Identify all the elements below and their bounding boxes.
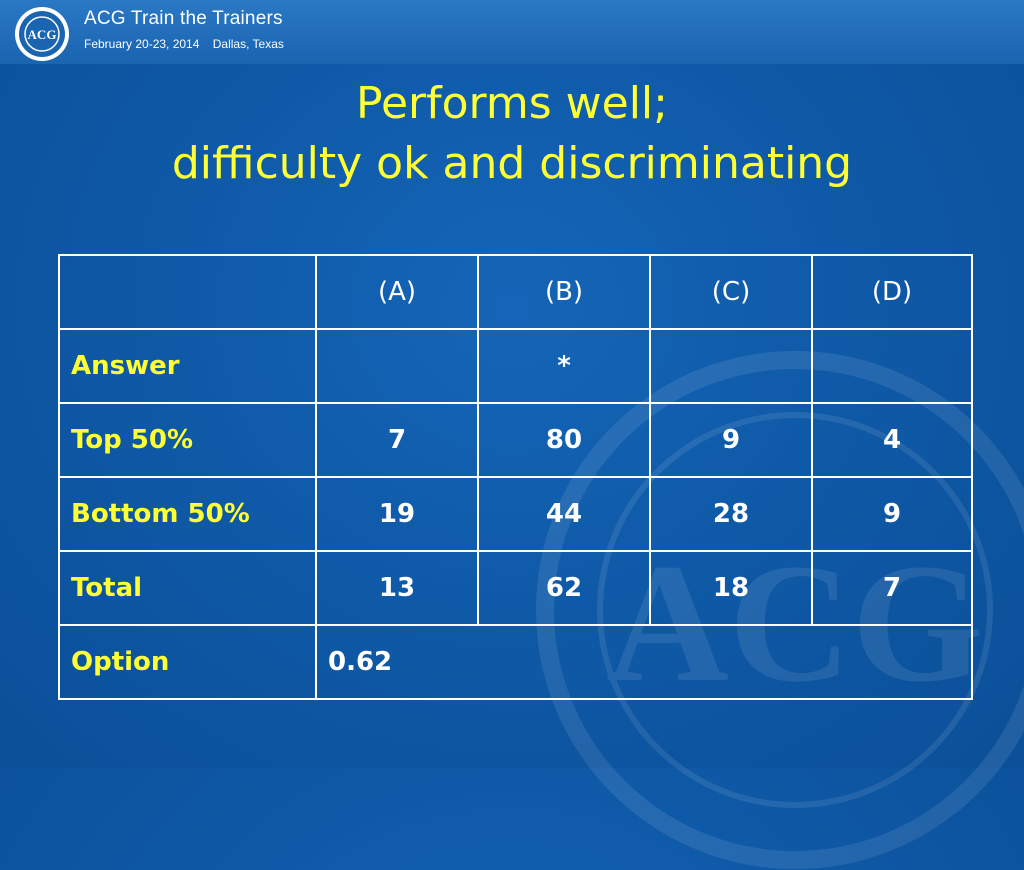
table-cell: 44 — [477, 476, 651, 552]
table-cell: 9 — [649, 402, 813, 478]
row-label: Top 50% — [58, 402, 317, 478]
table-cell: 7 — [315, 402, 479, 478]
conference-title: ACG Train the Trainers — [84, 8, 283, 29]
table-cell — [649, 328, 813, 404]
table-cell: 4 — [811, 402, 973, 478]
header-cell-a: (A) — [315, 254, 479, 330]
row-label: Total — [58, 550, 317, 626]
table-cell: 9 — [811, 476, 973, 552]
slide-title-line-1: Performs well; — [356, 78, 668, 129]
table-cell — [315, 328, 479, 404]
row-label: Bottom 50% — [58, 476, 317, 552]
table-row-answer: Answer * — [58, 328, 973, 404]
conference-location: Dallas, Texas — [212, 37, 284, 51]
row-label: Answer — [58, 328, 317, 404]
header-cell-empty — [58, 254, 317, 330]
header-cell-c: (C) — [649, 254, 813, 330]
item-analysis-table: (A) (B) (C) (D) Answer * Top 50% 7 80 9 … — [58, 254, 973, 700]
table-row-top-50: Top 50% 7 80 9 4 — [58, 402, 973, 478]
table-cell: 19 — [315, 476, 479, 552]
header-cell-b: (B) — [477, 254, 651, 330]
svg-text:ACG: ACG — [28, 27, 57, 42]
table-header-row: (A) (B) (C) (D) — [58, 254, 973, 330]
table-row-total: Total 13 62 18 7 — [58, 550, 973, 626]
conference-date: February 20-23, 2014 — [84, 37, 200, 51]
conference-details: February 20-23, 2014 Dallas, Texas — [84, 37, 284, 51]
header-cell-d: (D) — [811, 254, 973, 330]
table-cell: 18 — [649, 550, 813, 626]
table-cell: 7 — [811, 550, 973, 626]
table-cell — [811, 328, 973, 404]
table-cell: 13 — [315, 550, 479, 626]
table-cell: 28 — [649, 476, 813, 552]
acg-seal-logo: ACG — [15, 7, 69, 61]
slide-title: Performs well; difficulty ok and discrim… — [0, 74, 1024, 194]
table-cell: 62 — [477, 550, 651, 626]
option-value: 0.62 — [315, 624, 973, 700]
slide-title-line-2: difficulty ok and discriminating — [171, 138, 853, 189]
conference-header: ACG ACG Train the Trainers February 20-2… — [0, 0, 1024, 64]
table-cell: * — [477, 328, 651, 404]
table-row-bottom-50: Bottom 50% 19 44 28 9 — [58, 476, 973, 552]
row-label: Option — [58, 624, 317, 700]
table-row-option: Option 0.62 — [58, 624, 973, 700]
table-cell: 80 — [477, 402, 651, 478]
